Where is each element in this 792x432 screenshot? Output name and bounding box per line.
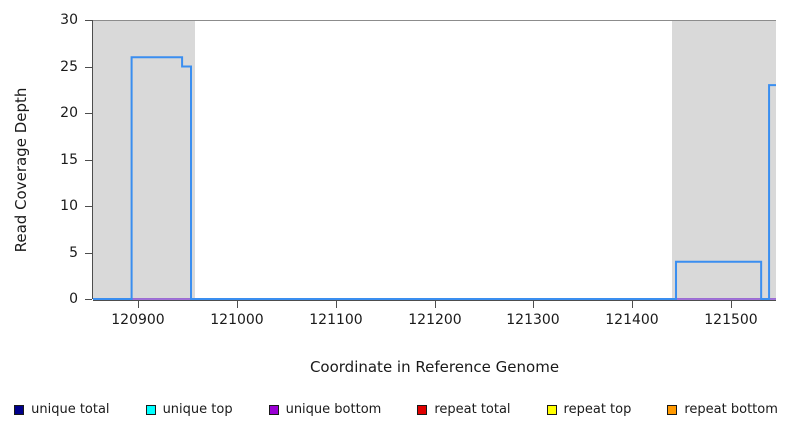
- y-axis-tick: [85, 253, 92, 254]
- legend-item[interactable]: repeat total: [417, 402, 511, 417]
- y-axis-tick: [85, 67, 92, 68]
- x-axis-tick: [336, 301, 337, 308]
- y-axis-tick: [85, 160, 92, 161]
- legend-item[interactable]: repeat top: [546, 402, 632, 417]
- x-axis-line: [93, 300, 776, 301]
- y-axis-tick-label: 25: [60, 59, 78, 75]
- legend-swatch-icon: [14, 405, 25, 415]
- x-axis-title: Coordinate in Reference Genome: [309, 358, 560, 376]
- legend-item[interactable]: unique bottom: [268, 402, 382, 417]
- legend-swatch-icon: [667, 405, 678, 415]
- y-axis-tick: [85, 113, 92, 114]
- x-axis-tick-label: 121100: [309, 312, 363, 328]
- legend-swatch-icon: [546, 405, 557, 415]
- y-axis-tick-label: 5: [69, 245, 78, 261]
- legend-item[interactable]: repeat bottom: [667, 403, 778, 417]
- series-layer: [93, 56, 776, 300]
- y-axis-line: [92, 20, 93, 299]
- x-axis-tick: [237, 301, 238, 308]
- legend-swatch-icon: [145, 405, 156, 415]
- y-axis-tick: [85, 20, 92, 21]
- repeat-region-shade: [93, 21, 195, 299]
- x-axis-tick: [533, 301, 534, 308]
- y-axis-tick-label: 20: [60, 105, 78, 121]
- legend-label: repeat bottom: [684, 402, 778, 417]
- legend-item[interactable]: unique total: [14, 402, 110, 417]
- legend-label: unique top: [162, 402, 233, 417]
- x-axis-tick: [731, 301, 732, 308]
- series-unique-total: [93, 56, 776, 300]
- x-axis-tick: [138, 301, 139, 308]
- y-axis-tick: [85, 299, 92, 300]
- y-axis-tick: [85, 206, 92, 207]
- legend-label: unique bottom: [285, 402, 382, 417]
- x-axis-tick-label: 121200: [408, 312, 462, 328]
- legend-swatch-icon: [268, 405, 279, 415]
- x-axis-tick: [632, 301, 633, 308]
- x-axis-tick-label: 121400: [605, 312, 659, 328]
- legend-label: repeat total: [434, 402, 511, 417]
- y-axis-tick-label: 0: [69, 291, 78, 307]
- plot-top-rule: [93, 20, 776, 21]
- legend-item[interactable]: unique top: [145, 402, 233, 417]
- plot-background: [93, 20, 776, 299]
- legend-label: unique total: [31, 402, 110, 417]
- x-axis-tick: [435, 301, 436, 308]
- y-axis-tick-label: 15: [60, 152, 78, 168]
- y-axis-tick-label: 10: [60, 198, 78, 214]
- plot-area: [93, 20, 776, 299]
- x-axis-tick-label: 121300: [506, 312, 560, 328]
- x-axis-tick-label: 121000: [210, 312, 264, 328]
- legend-swatch-icon: [417, 405, 428, 415]
- y-axis-tick-label: 30: [60, 12, 78, 28]
- x-axis-tick-label: 121500: [704, 312, 758, 328]
- chart-legend: unique total unique top unique bottom repea…: [0, 398, 792, 422]
- x-axis-tick-label: 120900: [111, 312, 165, 328]
- repeat-region-shade: [672, 21, 776, 299]
- legend-label: repeat top: [563, 402, 632, 417]
